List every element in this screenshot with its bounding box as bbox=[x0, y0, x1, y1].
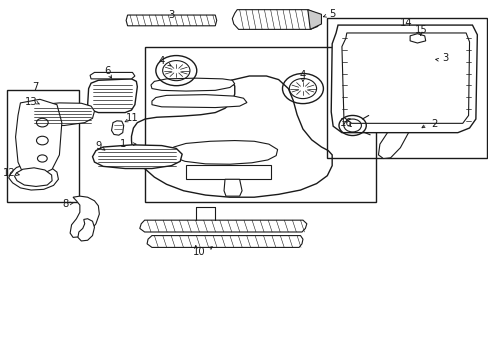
Text: 12: 12 bbox=[3, 168, 16, 178]
Polygon shape bbox=[111, 121, 123, 135]
Polygon shape bbox=[147, 235, 303, 247]
Bar bbox=[145, 47, 375, 202]
Polygon shape bbox=[151, 78, 234, 91]
Polygon shape bbox=[169, 140, 277, 164]
Text: 15: 15 bbox=[414, 25, 427, 35]
Polygon shape bbox=[9, 163, 58, 190]
Polygon shape bbox=[341, 33, 468, 123]
Text: 4: 4 bbox=[158, 56, 164, 66]
Text: 11: 11 bbox=[126, 113, 139, 123]
Polygon shape bbox=[92, 145, 182, 168]
Polygon shape bbox=[140, 220, 306, 232]
Polygon shape bbox=[232, 10, 321, 30]
Text: 1: 1 bbox=[119, 139, 125, 149]
Polygon shape bbox=[87, 79, 137, 113]
Polygon shape bbox=[307, 10, 321, 30]
Bar bbox=[326, 18, 486, 158]
Polygon shape bbox=[330, 25, 476, 133]
Text: 16: 16 bbox=[339, 118, 351, 128]
Polygon shape bbox=[378, 92, 420, 158]
Polygon shape bbox=[90, 72, 135, 79]
Polygon shape bbox=[224, 179, 242, 196]
Polygon shape bbox=[152, 95, 246, 108]
Text: 7: 7 bbox=[32, 82, 38, 92]
Text: 5: 5 bbox=[328, 9, 335, 19]
Polygon shape bbox=[407, 54, 442, 63]
Text: 14: 14 bbox=[399, 18, 412, 28]
Polygon shape bbox=[409, 34, 425, 43]
Bar bbox=[7, 90, 79, 202]
Text: 3: 3 bbox=[441, 53, 447, 63]
Text: 6: 6 bbox=[104, 66, 110, 76]
Text: 3: 3 bbox=[168, 10, 174, 20]
Polygon shape bbox=[126, 15, 216, 26]
Polygon shape bbox=[15, 168, 52, 186]
Text: 9: 9 bbox=[95, 141, 102, 151]
Text: 2: 2 bbox=[430, 120, 437, 129]
Polygon shape bbox=[78, 219, 94, 241]
Text: 10: 10 bbox=[193, 247, 205, 257]
Text: 4: 4 bbox=[299, 70, 305, 80]
Polygon shape bbox=[16, 99, 61, 176]
Text: 13: 13 bbox=[25, 97, 38, 107]
Bar bbox=[185, 165, 271, 179]
Polygon shape bbox=[70, 196, 99, 237]
Polygon shape bbox=[28, 103, 94, 126]
Text: 8: 8 bbox=[62, 199, 68, 210]
Polygon shape bbox=[131, 76, 331, 197]
